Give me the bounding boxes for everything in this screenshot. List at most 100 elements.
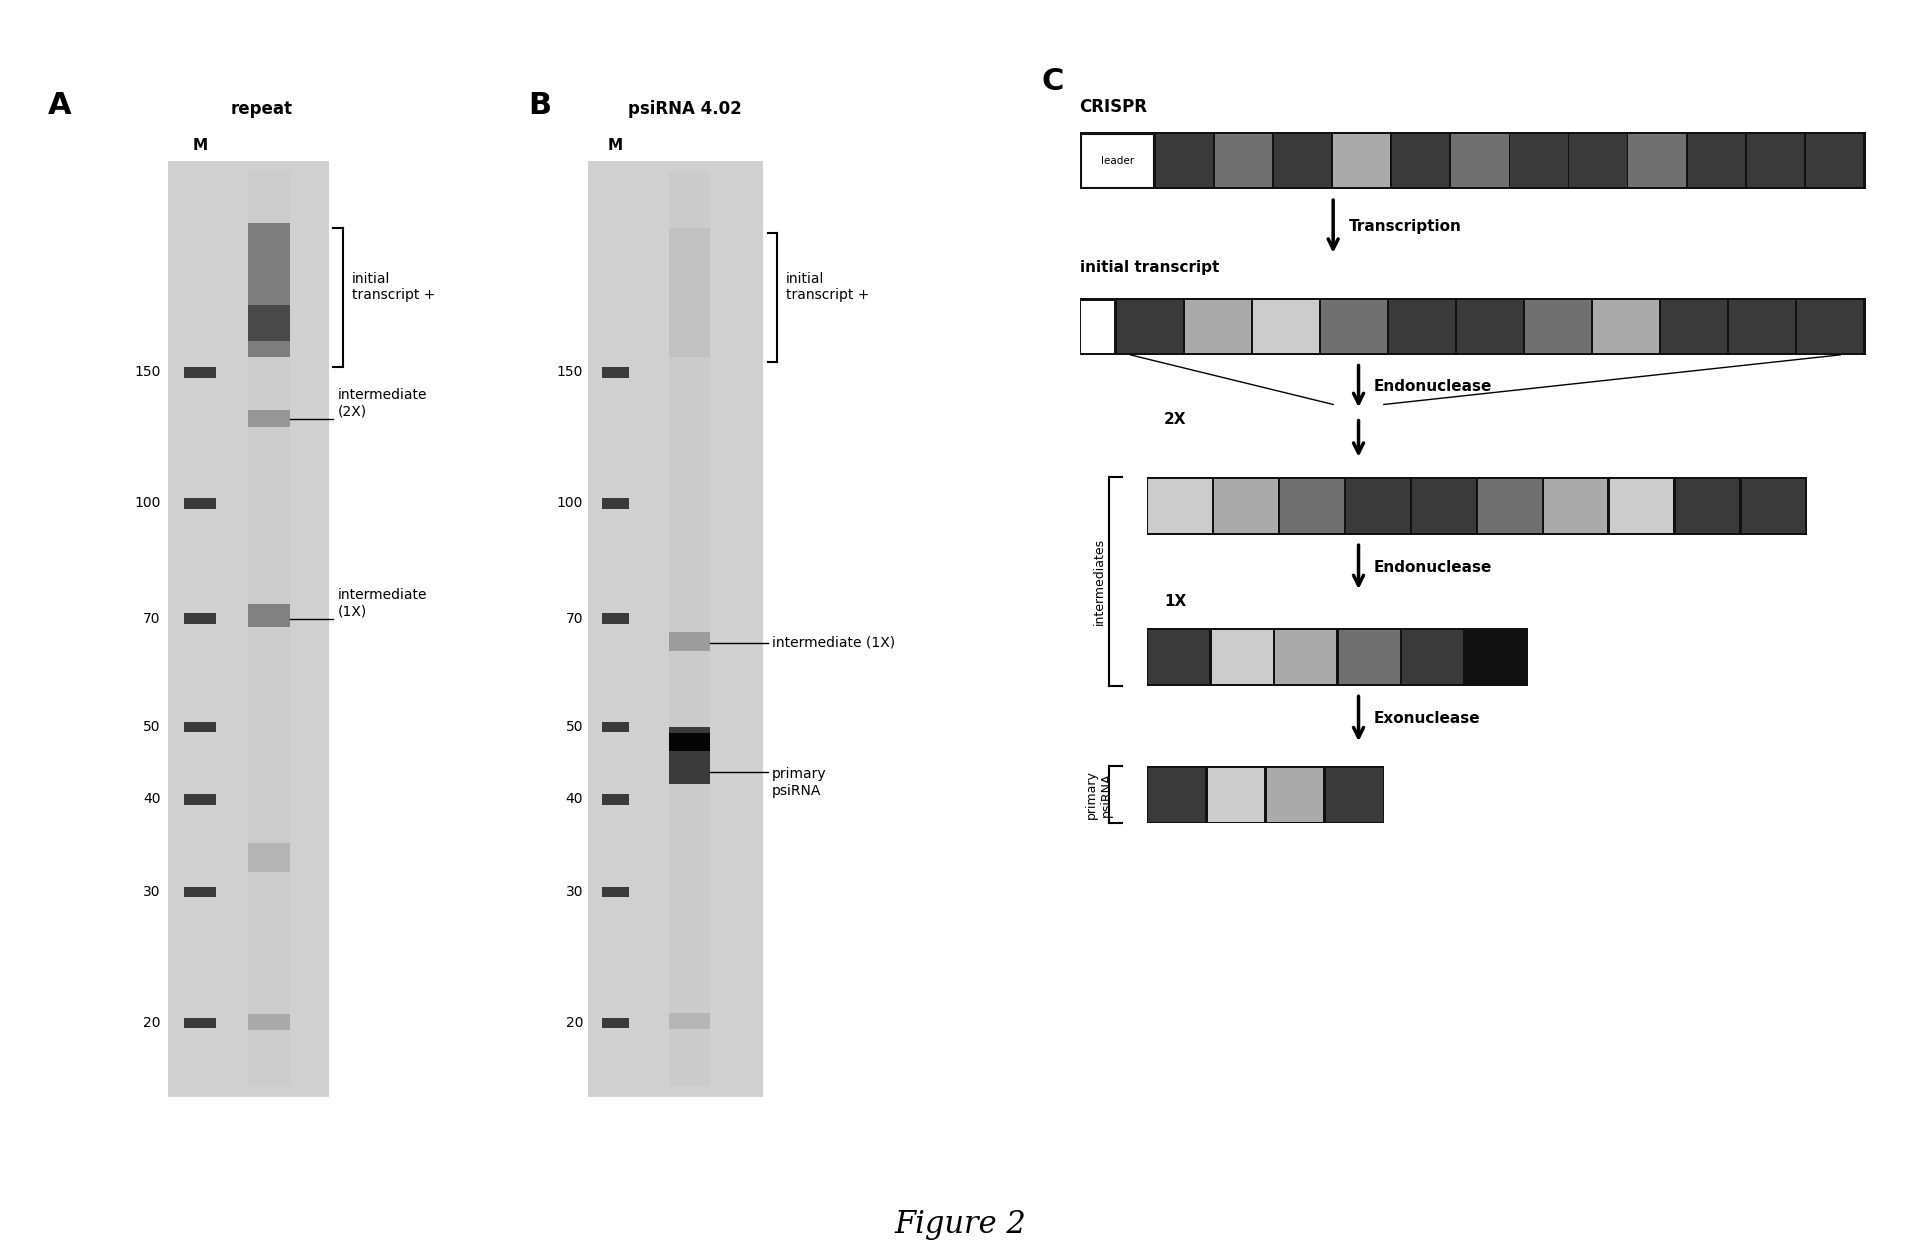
Bar [1147, 766, 1383, 823]
Bar [588, 160, 763, 1096]
Text: intermediates: intermediates [1093, 538, 1106, 625]
Bar [1281, 479, 1345, 533]
Bar [1149, 479, 1212, 533]
Text: 20: 20 [142, 1016, 161, 1030]
Bar [184, 887, 215, 897]
Bar [248, 304, 290, 341]
Text: initial transcript: initial transcript [1080, 261, 1220, 276]
Bar [184, 367, 215, 377]
Text: 70: 70 [142, 611, 161, 625]
Bar [1466, 630, 1527, 684]
Bar [184, 722, 215, 733]
Text: 50: 50 [565, 720, 584, 734]
Bar [1274, 134, 1331, 187]
Bar [1347, 479, 1410, 533]
Text: Exonuclease: Exonuclease [1374, 712, 1481, 727]
Text: Endonuclease: Endonuclease [1374, 378, 1493, 393]
Text: initial
transcript +: initial transcript + [352, 272, 436, 302]
Bar [601, 614, 630, 624]
Text: B: B [528, 90, 551, 120]
Text: C: C [1041, 68, 1064, 96]
Text: M: M [192, 138, 207, 153]
Text: initial
transcript +: initial transcript + [786, 272, 870, 302]
Text: intermediate
(2X): intermediate (2X) [338, 388, 428, 419]
Bar [248, 604, 290, 626]
Bar [1806, 134, 1863, 187]
Bar [1742, 479, 1806, 533]
Text: CRISPR: CRISPR [1080, 98, 1147, 117]
Bar [1080, 297, 1865, 355]
Text: 30: 30 [142, 886, 161, 900]
Bar [248, 411, 290, 427]
Bar [1276, 630, 1337, 684]
Bar [1325, 768, 1383, 822]
Bar [1252, 299, 1320, 352]
Bar [248, 1014, 290, 1030]
Text: 100: 100 [557, 496, 584, 510]
Bar [1389, 299, 1454, 352]
Bar [1796, 299, 1863, 352]
Bar [601, 1017, 630, 1029]
Bar [1149, 768, 1204, 822]
Bar [1629, 134, 1687, 187]
Bar [184, 499, 215, 509]
Bar [669, 170, 711, 1086]
Bar [1525, 299, 1591, 352]
Bar [1214, 479, 1277, 533]
Text: intermediate (1X): intermediate (1X) [772, 635, 895, 649]
Text: 40: 40 [142, 792, 161, 807]
Bar [1339, 630, 1400, 684]
Text: A: A [48, 90, 71, 120]
Text: 100: 100 [134, 496, 161, 510]
Text: 150: 150 [134, 366, 161, 380]
Bar [669, 733, 711, 752]
Bar [248, 170, 290, 1086]
Bar [1610, 479, 1673, 533]
Bar [669, 727, 711, 784]
Text: leader: leader [1101, 155, 1133, 165]
Bar [1208, 768, 1264, 822]
Text: Transcription: Transcription [1349, 219, 1462, 234]
Bar [1510, 134, 1568, 187]
Bar [1333, 134, 1391, 187]
Bar [1080, 299, 1114, 352]
Bar [601, 722, 630, 733]
Bar [1116, 299, 1183, 352]
Bar [1662, 299, 1727, 352]
Text: 150: 150 [557, 366, 584, 380]
Text: M: M [607, 138, 622, 153]
Bar [167, 160, 328, 1096]
Bar [248, 843, 290, 872]
Bar [1569, 134, 1627, 187]
Bar [669, 228, 711, 357]
Bar [1593, 299, 1660, 352]
Bar [601, 367, 630, 377]
Bar [1687, 134, 1744, 187]
Text: 2X: 2X [1164, 412, 1187, 427]
Bar [1082, 134, 1153, 187]
Text: psiRNA 4.02: psiRNA 4.02 [628, 100, 742, 118]
Bar [1080, 132, 1865, 189]
Bar [1746, 134, 1804, 187]
Text: 30: 30 [565, 886, 584, 900]
Bar [1544, 479, 1608, 533]
Bar [669, 633, 711, 650]
Bar [601, 887, 630, 897]
Text: 50: 50 [142, 720, 161, 734]
Bar [1393, 134, 1450, 187]
Bar [1450, 134, 1508, 187]
Bar [1147, 477, 1806, 535]
Bar [1456, 299, 1523, 352]
Text: Figure 2: Figure 2 [895, 1209, 1026, 1240]
Bar [1147, 628, 1527, 685]
Bar [1675, 479, 1739, 533]
Text: 40: 40 [565, 792, 584, 807]
Bar [1477, 479, 1541, 533]
Bar [1156, 134, 1212, 187]
Text: intermediate
(1X): intermediate (1X) [338, 588, 428, 618]
Bar [1149, 630, 1210, 684]
Bar [1412, 479, 1475, 533]
Text: primary
psiRNA: primary psiRNA [772, 767, 826, 798]
Bar [1214, 134, 1272, 187]
Bar [1266, 768, 1324, 822]
